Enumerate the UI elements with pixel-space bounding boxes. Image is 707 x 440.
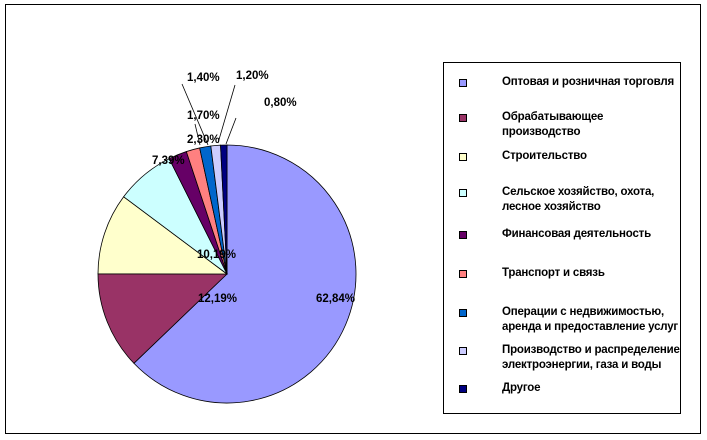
leader-line <box>181 83 209 146</box>
legend-label: Финансовая деятельность <box>502 228 651 240</box>
legend-label: Другое <box>502 382 541 394</box>
pie-slice <box>220 144 228 275</box>
data-label: 62,84% <box>316 293 355 305</box>
legend-swatch <box>459 270 467 278</box>
legend-label: Оптовая и розничная торговля <box>502 76 674 88</box>
leader-line <box>225 117 237 145</box>
legend-swatch <box>459 309 467 317</box>
leader-line <box>217 84 236 144</box>
data-label: 2,30% <box>187 134 220 146</box>
legend-label: Транспорт и связь <box>502 267 605 279</box>
data-label: 1,20% <box>236 70 269 82</box>
legend-label: Строительство <box>502 150 587 162</box>
leader-lines <box>181 83 237 146</box>
legend-swatch <box>459 189 467 197</box>
data-label: 12,19% <box>198 293 237 305</box>
legend-label: Обрабатывающее производство <box>502 111 604 138</box>
data-label: 10,19% <box>197 249 236 261</box>
legend-swatch <box>459 114 467 122</box>
legend-swatch <box>459 231 467 239</box>
legend-swatch <box>459 385 467 393</box>
data-label: 7,39% <box>152 155 185 167</box>
pie-slice <box>133 144 357 404</box>
legend: Оптовая и розничная торговля Обрабатывающ… <box>443 62 681 414</box>
data-label: 1,70% <box>187 110 220 122</box>
data-labels: 62,84% 12,19% 10,19% 7,39%2,30% 1,70% 1,40% 1,… <box>152 70 355 305</box>
pie-slices <box>97 144 357 404</box>
legend-swatch <box>459 347 467 355</box>
legend-swatch <box>459 153 467 161</box>
pie-slice <box>97 273 228 364</box>
legend-label: Сельское хозяйство, охота, лесное хозяйс… <box>502 186 655 213</box>
legend-label: Производство и распределение электроэнер… <box>502 344 680 371</box>
pie-slice <box>97 196 229 275</box>
data-label: 1,40% <box>187 72 220 84</box>
leader-line <box>194 123 201 146</box>
legend-swatch <box>459 79 467 87</box>
data-label: 0,80% <box>264 97 297 109</box>
legend-label: Операции с недвижимостью, аренда и предо… <box>502 306 678 333</box>
